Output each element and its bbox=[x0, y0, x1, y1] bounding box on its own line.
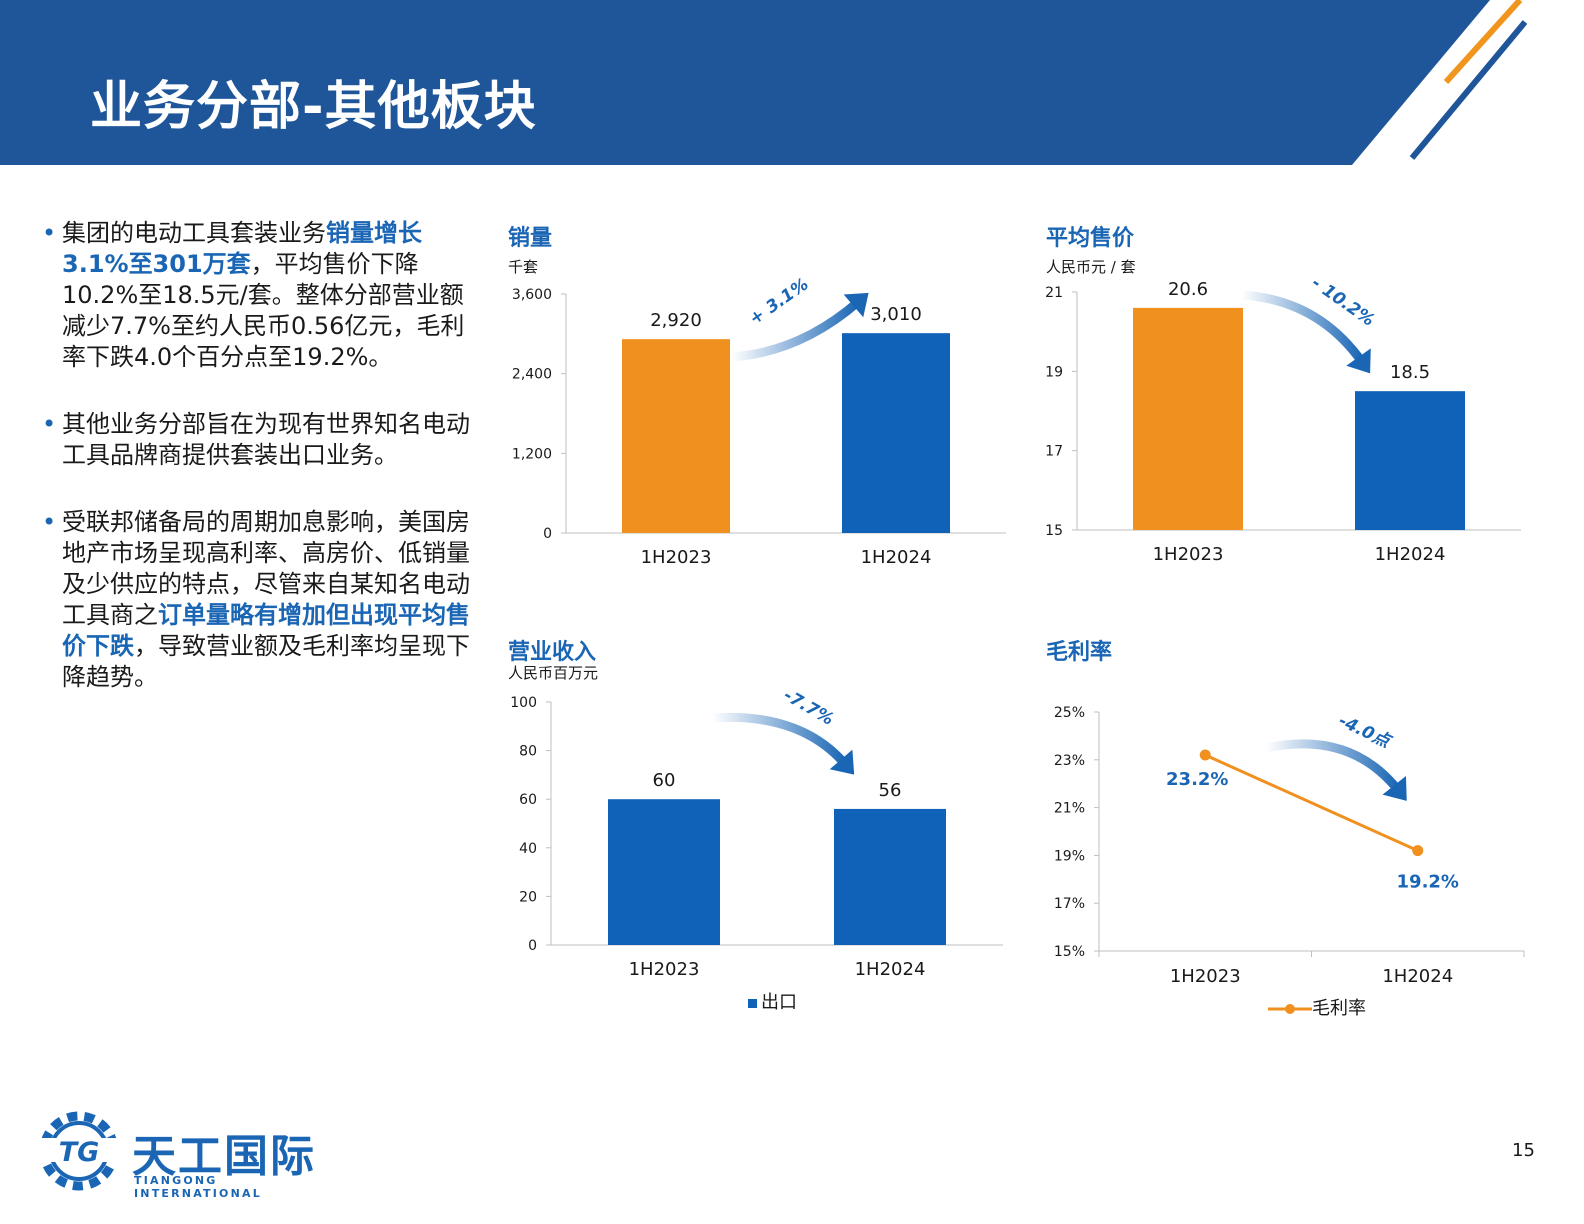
y-tick-label: 17% bbox=[1054, 896, 1085, 912]
category-label: 1H2024 bbox=[1382, 966, 1453, 987]
category-label: 1H2024 bbox=[855, 959, 926, 980]
data-label: 23.2% bbox=[1166, 769, 1228, 790]
logo-english-name: TIANGONG INTERNATIONAL bbox=[134, 1174, 262, 1200]
bullet-item-2: • 其他业务分部旨在为现有世界知名电动工具品牌商提供套装出口业务。 bbox=[42, 409, 482, 471]
y-tick-label: 21 bbox=[1045, 285, 1063, 301]
chart-title-margin: 毛利率 bbox=[1046, 640, 1113, 665]
bullet-text: 集团的电动工具套装业务 bbox=[62, 219, 326, 247]
bar bbox=[622, 339, 730, 533]
bullet-highlight: 订单量略有增加但出现平均售价下跌 bbox=[62, 601, 470, 660]
y-tick-label: 1,200 bbox=[512, 446, 552, 462]
bullet-dot-icon: • bbox=[42, 219, 57, 247]
bullet-item-1: • 集团的电动工具套装业务销量增长3.1%至301万套，平均售价下降10.2%至… bbox=[42, 218, 482, 373]
y-tick-label: 15 bbox=[1045, 523, 1063, 539]
y-tick-label: 21% bbox=[1054, 801, 1085, 817]
header-band bbox=[0, 0, 1528, 165]
y-tick-label: 2,400 bbox=[512, 367, 552, 383]
trend-arrowhead-icon bbox=[843, 292, 869, 318]
legend-square-icon bbox=[748, 998, 757, 1008]
company-logo: TG 天工国际 TIANGONG INTERNATIONAL bbox=[36, 1108, 336, 1200]
legend-label: 出口 bbox=[761, 992, 797, 1013]
bullet-dot-icon: • bbox=[42, 508, 57, 536]
legend-line-marker-icon bbox=[1268, 1004, 1312, 1014]
legend-label: 毛利率 bbox=[1312, 998, 1366, 1019]
chart-unit-sales: 千套 bbox=[508, 258, 539, 276]
y-tick-label: 100 bbox=[510, 695, 537, 711]
y-tick-label: 23% bbox=[1054, 753, 1085, 769]
bullet-list: • 集团的电动工具套装业务销量增长3.1%至301万套，平均售价下降10.2%至… bbox=[42, 218, 482, 729]
data-point bbox=[1199, 749, 1211, 761]
y-tick-label: 60 bbox=[519, 792, 537, 808]
trend-arrowhead-icon bbox=[1346, 348, 1371, 374]
category-label: 1H2024 bbox=[1375, 544, 1446, 565]
data-label: 18.5 bbox=[1390, 362, 1430, 383]
bullet-dot-icon: • bbox=[42, 410, 57, 438]
data-label: 3,010 bbox=[870, 304, 922, 325]
trend-arrow-icon bbox=[1241, 290, 1366, 365]
bullet-highlight: 销量增长3.1%至301万套 bbox=[62, 219, 422, 278]
data-label: 2,920 bbox=[650, 310, 702, 331]
category-label: 1H2024 bbox=[861, 547, 932, 568]
bar bbox=[608, 799, 720, 945]
y-tick-label: 0 bbox=[528, 938, 537, 954]
category-label: 1H2023 bbox=[641, 547, 712, 568]
bullet-text: ，导致营业额及毛利率均呈现下降趋势。 bbox=[62, 632, 470, 691]
y-tick-label: 0 bbox=[543, 526, 552, 542]
trend-arrow-icon bbox=[1265, 739, 1402, 793]
page-number: 15 bbox=[1512, 1140, 1535, 1161]
bar bbox=[834, 808, 946, 945]
y-tick-label: 19 bbox=[1045, 364, 1063, 380]
bar bbox=[842, 333, 950, 533]
trend-arrowhead-icon bbox=[1382, 775, 1407, 801]
chart-unit-asp: 人民币元 / 套 bbox=[1046, 258, 1136, 276]
trend-arrow-icon bbox=[711, 712, 849, 767]
y-tick-label: 15% bbox=[1054, 944, 1085, 960]
category-label: 1H2023 bbox=[1170, 966, 1241, 987]
trend-arrowhead-icon bbox=[829, 749, 855, 775]
data-label: 19.2% bbox=[1397, 872, 1459, 893]
y-tick-label: 80 bbox=[519, 744, 537, 760]
chart-title-sales: 销量 bbox=[508, 226, 553, 251]
y-tick-label: 40 bbox=[519, 841, 537, 857]
chart-title-asp: 平均售价 bbox=[1046, 226, 1135, 251]
y-tick-label: 20 bbox=[519, 889, 537, 905]
bullet-text: 其他业务分部旨在为现有世界知名电动工具品牌商提供套装出口业务。 bbox=[62, 410, 470, 469]
category-label: 1H2023 bbox=[1153, 544, 1224, 565]
chart-title-revenue: 营业收入 bbox=[508, 640, 597, 665]
bullet-item-3: • 受联邦储备局的周期加息影响，美国房地产市场呈现高利率、高房价、低销量及少供应… bbox=[42, 507, 482, 693]
chart-unit-revenue: 人民币百万元 bbox=[508, 664, 599, 682]
bar bbox=[1133, 307, 1243, 530]
trend-arrow-icon bbox=[731, 298, 861, 362]
series-line bbox=[1204, 753, 1419, 852]
data-label: 56 bbox=[879, 780, 902, 801]
y-tick-label: 17 bbox=[1045, 444, 1063, 460]
bar bbox=[1355, 391, 1465, 530]
y-tick-label: 25% bbox=[1054, 705, 1085, 721]
logo-chinese-name: 天工国际 bbox=[132, 1131, 316, 1182]
revenue-legend: 出口 bbox=[748, 988, 797, 1014]
data-point bbox=[1412, 845, 1424, 857]
bullet-text: 受联邦储备局的周期加息影响，美国房地产市场呈现高利率、高房价、低销量及少供应的特… bbox=[62, 508, 470, 629]
category-label: 1H2023 bbox=[629, 959, 700, 980]
logo-mark: TG bbox=[59, 1137, 100, 1168]
page-title: 业务分部-其他板块 bbox=[90, 77, 537, 137]
y-tick-label: 19% bbox=[1054, 848, 1085, 864]
bullet-text: ，平均售价下降10.2%至18.5元/套。整体分部营业额减少7.7%至约人民币0… bbox=[62, 250, 465, 371]
margin-legend: 毛利率 bbox=[1268, 994, 1366, 1020]
y-tick-label: 3,600 bbox=[512, 287, 552, 303]
gear-logo-icon: TG bbox=[38, 1111, 120, 1191]
data-label: 20.6 bbox=[1168, 279, 1208, 300]
data-label: 60 bbox=[653, 770, 676, 791]
